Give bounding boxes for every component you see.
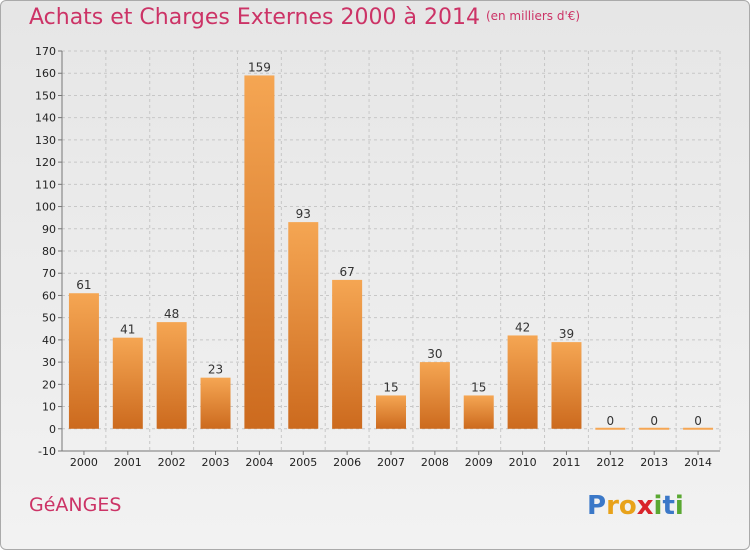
commune-name: GéANGES <box>29 494 122 516</box>
data-label: 39 <box>559 327 574 341</box>
data-label: 48 <box>164 307 179 321</box>
x-tick-label: 2014 <box>684 456 712 469</box>
x-tick-label: 2002 <box>158 456 186 469</box>
chart-title: Achats et Charges Externes 2000 à 2014 (e… <box>29 5 580 30</box>
bar-2005[interactable] <box>288 222 319 429</box>
x-tick-label: 2013 <box>640 456 668 469</box>
y-tick-label: 10 <box>42 401 56 414</box>
data-label: 0 <box>694 414 702 428</box>
proxiti-logo[interactable]: Proxiti <box>587 491 684 521</box>
x-tick-label: 2001 <box>114 456 142 469</box>
bar-2002[interactable] <box>156 322 187 429</box>
x-tick-label: 2007 <box>377 456 405 469</box>
bar-layer <box>68 75 714 430</box>
y-tick-label: 170 <box>35 45 56 58</box>
bar-2003[interactable] <box>200 377 231 429</box>
y-tick-label: 110 <box>35 178 56 191</box>
x-tick-label: 2000 <box>70 456 98 469</box>
title-text: Achats et Charges Externes 2000 à 2014 <box>29 5 480 30</box>
data-label: 159 <box>248 60 271 74</box>
bar-2001[interactable] <box>112 337 143 429</box>
y-tick-label: 20 <box>42 378 56 391</box>
x-tick-label: 2012 <box>596 456 624 469</box>
x-tick-label: 2011 <box>552 456 580 469</box>
logo-letter: r <box>606 491 619 521</box>
y-tick-label: 150 <box>35 89 56 102</box>
data-label: 0 <box>650 414 658 428</box>
y-tick-label: 130 <box>35 134 56 147</box>
logo-letter: i <box>674 491 684 521</box>
data-label: 41 <box>120 323 135 337</box>
data-label: 61 <box>76 278 91 292</box>
y-tick-label: 70 <box>42 267 56 280</box>
data-label: 30 <box>427 347 442 361</box>
y-tick-label: 0 <box>49 423 56 436</box>
y-tick-label: 60 <box>42 289 56 302</box>
bar-2000[interactable] <box>68 293 99 429</box>
x-tick-label: 2009 <box>465 456 493 469</box>
y-tick-label: 50 <box>42 312 56 325</box>
y-tick-label: 90 <box>42 223 56 236</box>
y-tick-label: 100 <box>35 201 56 214</box>
bar-2006[interactable] <box>332 279 363 429</box>
logo-letter: o <box>618 491 637 521</box>
y-tick-label: 140 <box>35 112 56 125</box>
data-label: 93 <box>296 207 311 221</box>
x-tick-label: 2006 <box>333 456 361 469</box>
bar-2010[interactable] <box>507 335 538 429</box>
x-tick-label: 2010 <box>509 456 537 469</box>
bar-2007[interactable] <box>376 395 406 429</box>
y-tick-label: 120 <box>35 156 56 169</box>
bar-2008[interactable] <box>419 362 450 429</box>
bar-2011[interactable] <box>551 342 582 429</box>
y-tick-label: 80 <box>42 245 56 258</box>
y-tick-label: 30 <box>42 356 56 369</box>
x-tick-label: 2005 <box>289 456 317 469</box>
axis-layer: -100102030405060708090100110120130140150… <box>35 45 720 458</box>
title-unit: (en milliers d'€) <box>485 9 581 23</box>
data-label: 67 <box>339 265 354 279</box>
y-tick-label: -10 <box>38 445 56 458</box>
logo-letter: x <box>636 491 654 521</box>
data-label: 15 <box>471 380 486 394</box>
x-tick-label: 2004 <box>245 456 273 469</box>
y-tick-label: 40 <box>42 334 56 347</box>
data-label: 42 <box>515 320 530 334</box>
bar-2004[interactable] <box>244 75 275 429</box>
logo-letter: t <box>662 491 675 521</box>
x-tick-label: 2003 <box>202 456 230 469</box>
label-layer: 61 2000 41 2001 48 2002 23 2003 159 2004 93 2005 67 2… <box>70 60 712 469</box>
bar-2009[interactable] <box>463 395 494 429</box>
data-label: 0 <box>607 414 615 428</box>
logo-letter: i <box>653 491 663 521</box>
data-label: 23 <box>208 363 223 377</box>
x-tick-label: 2008 <box>421 456 449 469</box>
logo-letter: P <box>587 491 607 521</box>
data-label: 15 <box>383 380 398 394</box>
y-tick-label: 160 <box>35 67 56 80</box>
